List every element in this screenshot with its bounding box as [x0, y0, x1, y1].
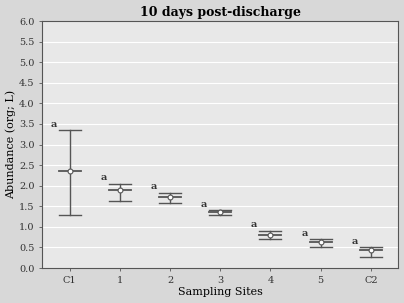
Text: a: a — [151, 182, 157, 191]
Text: a: a — [101, 173, 107, 182]
Text: a: a — [301, 228, 307, 238]
Text: a: a — [201, 200, 207, 209]
Text: a: a — [50, 119, 57, 128]
Y-axis label: Abundance (org; L): Abundance (org; L) — [6, 90, 16, 199]
Text: a: a — [251, 220, 257, 229]
X-axis label: Sampling Sites: Sampling Sites — [178, 288, 263, 298]
Title: 10 days post-discharge: 10 days post-discharge — [140, 5, 301, 18]
Text: a: a — [351, 237, 358, 246]
